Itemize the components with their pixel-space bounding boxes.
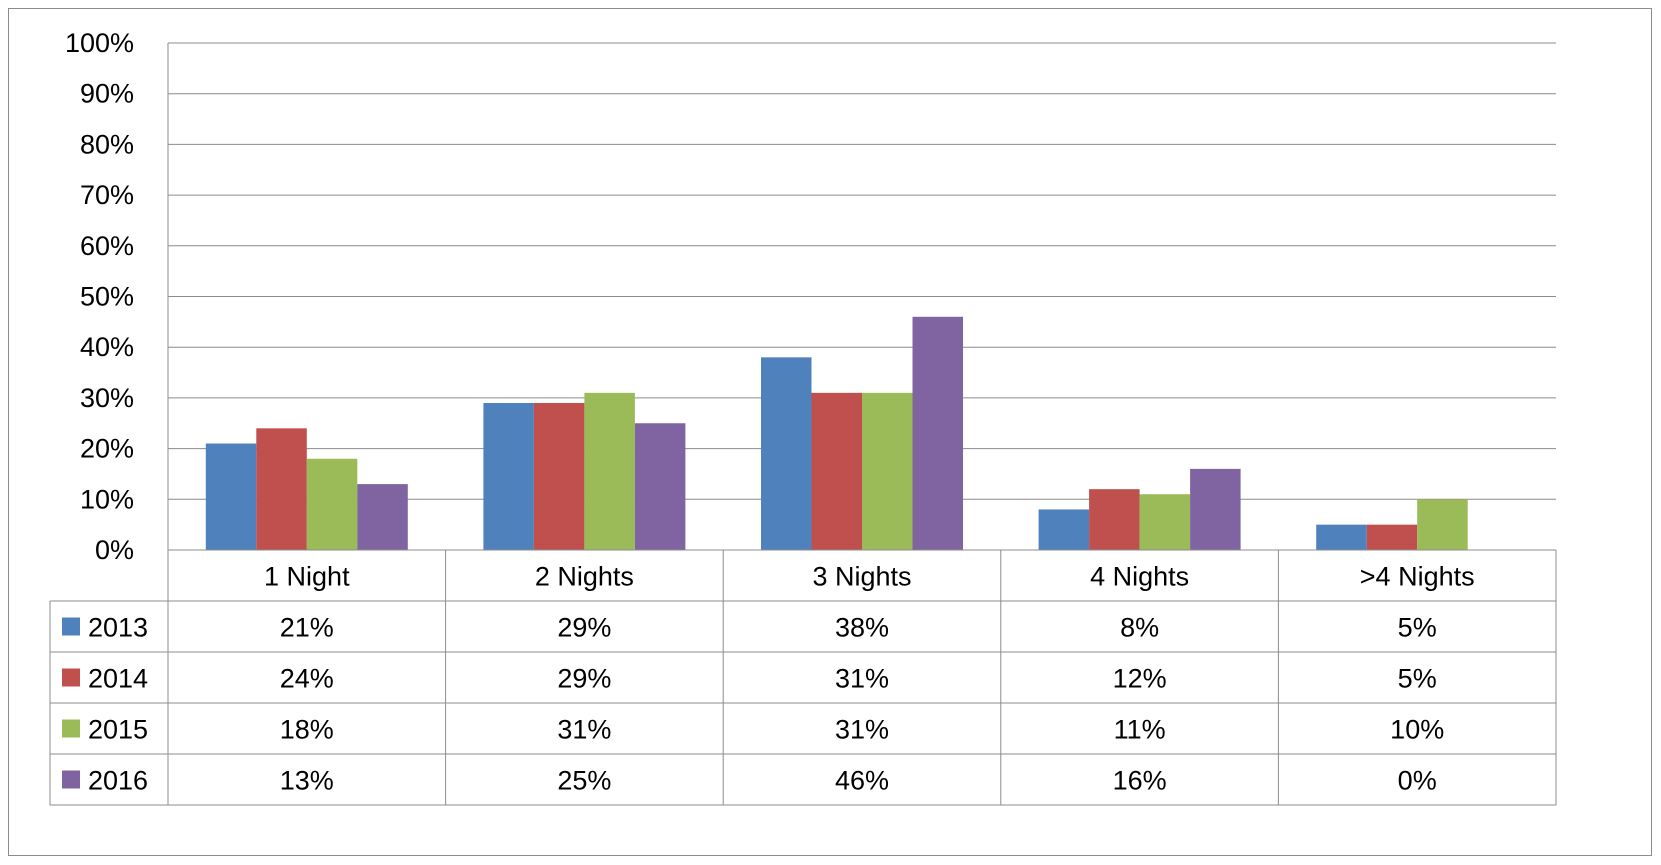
bar-2014-2 (811, 392, 862, 550)
data-label: 46% (835, 766, 889, 796)
category-label: >4 Nights (1360, 562, 1475, 592)
data-label: 18% (280, 715, 334, 745)
bar-2013-2 (761, 357, 812, 550)
data-label: 38% (835, 613, 889, 643)
bar-2015-1 (584, 392, 635, 550)
y-tick-label: 60% (80, 231, 134, 261)
legend-swatch-2016 (62, 770, 80, 789)
data-label: 8% (1120, 613, 1159, 643)
category-label: 4 Nights (1090, 562, 1189, 592)
category-label: 1 Night (264, 562, 350, 592)
data-label: 31% (557, 715, 611, 745)
data-label: 31% (835, 715, 889, 745)
bar-2013-1 (483, 402, 534, 550)
category-label: 3 Nights (812, 562, 911, 592)
data-label: 13% (280, 766, 334, 796)
bar-2015-0 (306, 458, 358, 550)
data-table: 1 Night 2 Nights 3 Nights 4 Nights >4 Nights… (49, 549, 1557, 806)
bar-2016-2 (912, 316, 963, 550)
bar-2015-2 (862, 392, 913, 550)
legend-swatch-2015 (62, 719, 80, 738)
bar-2013-0 (205, 443, 257, 550)
data-label: 21% (280, 613, 334, 643)
bar-2014-4 (1366, 524, 1418, 550)
data-label: 29% (557, 664, 611, 694)
legend-label: 2016 (88, 766, 148, 796)
data-label: 16% (1113, 766, 1167, 796)
bar-2013-3 (1038, 509, 1090, 550)
bar-2016-1 (634, 423, 686, 550)
y-tick-label: 30% (80, 383, 134, 413)
bar-2016-3 (1190, 468, 1241, 550)
y-tick-label: 10% (80, 484, 134, 514)
bar-2014-0 (256, 428, 307, 550)
legend-swatch-2013 (62, 617, 80, 636)
data-label: 29% (557, 613, 611, 643)
category-label: 2 Nights (535, 562, 634, 592)
y-tick-label: 100% (65, 28, 134, 58)
data-label: 24% (280, 664, 334, 694)
legend-label: 2015 (88, 715, 148, 745)
legend-label: 2013 (88, 613, 148, 643)
data-label: 25% (557, 766, 611, 796)
legend-swatch-2014 (62, 668, 80, 687)
data-label: 11% (1114, 715, 1166, 745)
legend-label: 2014 (88, 664, 148, 694)
y-tick-label: 90% (80, 79, 134, 109)
y-tick-label: 50% (80, 282, 134, 312)
data-label: 10% (1390, 715, 1444, 745)
bar-2013-4 (1316, 524, 1367, 550)
data-label: 0% (1398, 766, 1437, 796)
data-label: 5% (1398, 664, 1437, 694)
y-tick-label: 20% (80, 434, 134, 464)
data-label: 31% (835, 664, 889, 694)
y-tick-label: 40% (80, 332, 134, 362)
bar-2014-1 (533, 402, 585, 550)
bar-2014-3 (1089, 489, 1140, 550)
bar-2015-4 (1417, 499, 1468, 550)
bars (205, 316, 1468, 550)
y-tick-label: 0% (95, 535, 134, 565)
data-label: 5% (1398, 613, 1437, 643)
axes: 0% 10% 20% 30% 40% 50% 60% 70% 80% 90% 100% (65, 28, 169, 565)
y-tick-label: 70% (80, 180, 134, 210)
y-tick-label: 80% (80, 129, 134, 159)
bar-2016-0 (357, 484, 408, 550)
bar-2015-3 (1139, 494, 1191, 550)
data-label: 12% (1113, 664, 1167, 694)
